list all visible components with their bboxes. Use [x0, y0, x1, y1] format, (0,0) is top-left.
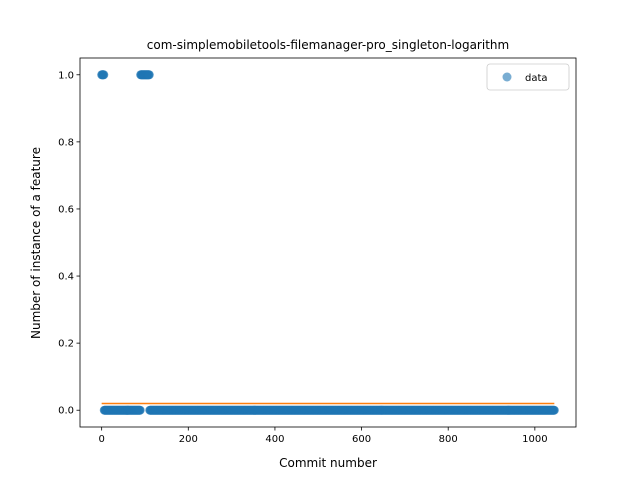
x-tick-label: 600 [352, 434, 371, 445]
data-point [549, 405, 559, 415]
legend-label: data [525, 73, 548, 84]
data-point [135, 405, 145, 415]
x-axis-label: Commit number [279, 456, 377, 470]
y-tick-label: 0.8 [58, 137, 74, 148]
y-tick-label: 0.6 [58, 204, 74, 215]
y-axis-label: Number of instance of a feature [29, 147, 43, 339]
legend-marker [502, 72, 512, 82]
y-tick-label: 1.0 [58, 70, 74, 81]
x-tick-label: 0 [98, 434, 104, 445]
data-point [99, 70, 109, 80]
chart-title: com-simplemobiletools-filemanager-pro_si… [147, 38, 509, 52]
plot-area: 0 200 400 600 800 1000 0.0 0.2 0.4 0.6 0.8 1.0 data [58, 57, 577, 445]
data-point [144, 70, 154, 80]
x-tick-label: 800 [439, 434, 458, 445]
legend-box [486, 63, 570, 91]
x-tick-label: 400 [265, 434, 284, 445]
y-tick-label: 0.2 [58, 339, 74, 350]
y-tick-label: 0.4 [58, 272, 74, 283]
x-tick-label: 200 [179, 434, 198, 445]
x-tick-label: 1000 [522, 434, 547, 445]
axes-frame [79, 57, 577, 428]
y-tick-label: 0.0 [58, 406, 74, 417]
